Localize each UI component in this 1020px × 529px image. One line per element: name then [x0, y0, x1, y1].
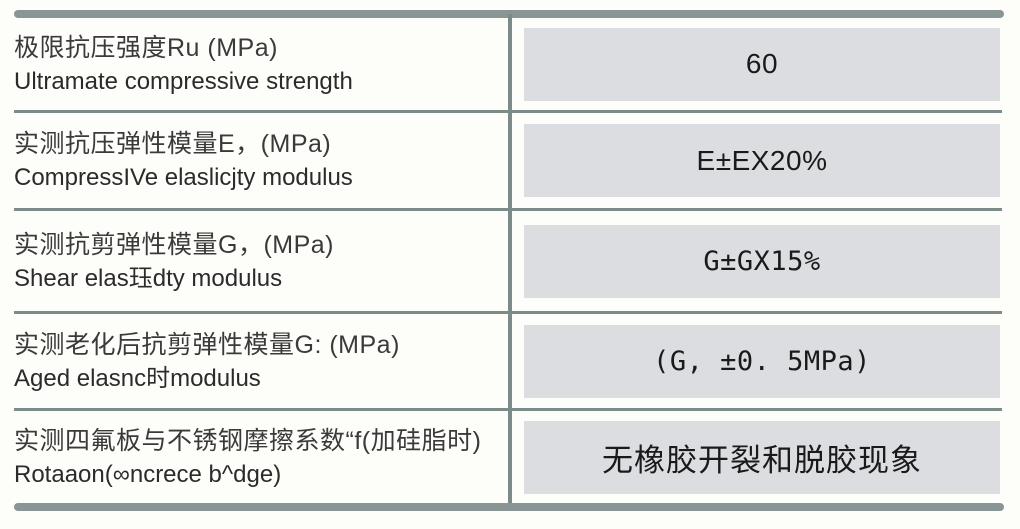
row-label-zh: 实测老化后抗剪弹性模量G: (MPa) — [14, 330, 400, 359]
row-label-cell: 实测四氟板与不锈钢摩擦系数“f(加硅脂时) Rotaaon(∞ncrece b^… — [0, 411, 508, 503]
value-text: E±EX20% — [696, 144, 828, 176]
bottom-accent-bar — [14, 503, 1004, 511]
row-label-cell: 实测老化后抗剪弹性模量G: (MPa) Aged elasnc时modulus — [0, 314, 508, 408]
row-separator — [14, 208, 1002, 211]
value-box: E±EX20% — [524, 124, 1000, 197]
table-row: 实测老化后抗剪弹性模量G: (MPa) Aged elasnc时modulus … — [0, 314, 1020, 408]
row-label-zh: 实测四氟板与不锈钢摩擦系数“f(加硅脂时) — [14, 426, 482, 455]
column-divider — [508, 14, 512, 511]
row-label-cell: 实测抗压弹性模量E，(MPa) CompressIVe elaslicjty m… — [0, 113, 508, 208]
row-value-cell: 60 — [508, 18, 1020, 110]
row-label-zh: 实测抗剪弹性模量G，(MPa) — [14, 230, 335, 259]
row-label-cell: 极限抗压强度Ru (MPa) Ultramate compressive str… — [0, 18, 508, 110]
row-label-zh: 极限抗压强度Ru (MPa) — [14, 33, 278, 62]
value-box: 无橡胶开裂和脱胶现象 — [524, 420, 1000, 494]
row-label-en: CompressIVe elaslicjty modulus — [14, 164, 353, 191]
value-text: G±GX15% — [703, 245, 821, 277]
value-box: G±GX15% — [524, 224, 1000, 298]
row-label-en: Ultramate compressive strength — [14, 67, 353, 95]
row-label-cell: 实测抗剪弹性模量G，(MPa) Shear elas珏dty modulus — [0, 211, 508, 311]
table-row: 极限抗压强度Ru (MPa) Ultramate compressive str… — [0, 18, 1020, 110]
table-row: 实测抗压弹性模量E，(MPa) CompressIVe elaslicjty m… — [0, 113, 1020, 208]
value-text: 60 — [745, 48, 779, 79]
row-value-cell: (G, ±0. 5MPa) — [508, 314, 1020, 408]
row-label-en: Shear elas珏dty modulus — [14, 264, 283, 292]
row-value-cell: 无橡胶开裂和脱胶现象 — [508, 411, 1020, 503]
table-row: 实测抗剪弹性模量G，(MPa) Shear elas珏dty modulus G… — [0, 211, 1020, 311]
table-rows: 极限抗压强度Ru (MPa) Ultramate compressive str… — [0, 18, 1020, 503]
value-text: 无橡胶开裂和脱胶现象 — [602, 442, 922, 478]
row-value-cell: G±GX15% — [508, 211, 1020, 311]
row-label-en: Rotaaon(∞ncrece b^dge) — [14, 460, 282, 488]
row-separator — [14, 408, 1002, 411]
value-box: 60 — [524, 27, 1000, 101]
row-label-en: Aged elasnc时modulus — [14, 364, 261, 392]
value-box: (G, ±0. 5MPa) — [524, 324, 1000, 398]
table-row: 实测四氟板与不锈钢摩擦系数“f(加硅脂时) Rotaaon(∞ncrece b^… — [0, 411, 1020, 503]
row-separator — [14, 110, 1002, 113]
value-text: (G, ±0. 5MPa) — [653, 345, 871, 377]
row-value-cell: E±EX20% — [508, 113, 1020, 208]
row-separator — [14, 311, 1002, 314]
row-label-zh: 实测抗压弹性模量E，(MPa) — [14, 130, 332, 158]
